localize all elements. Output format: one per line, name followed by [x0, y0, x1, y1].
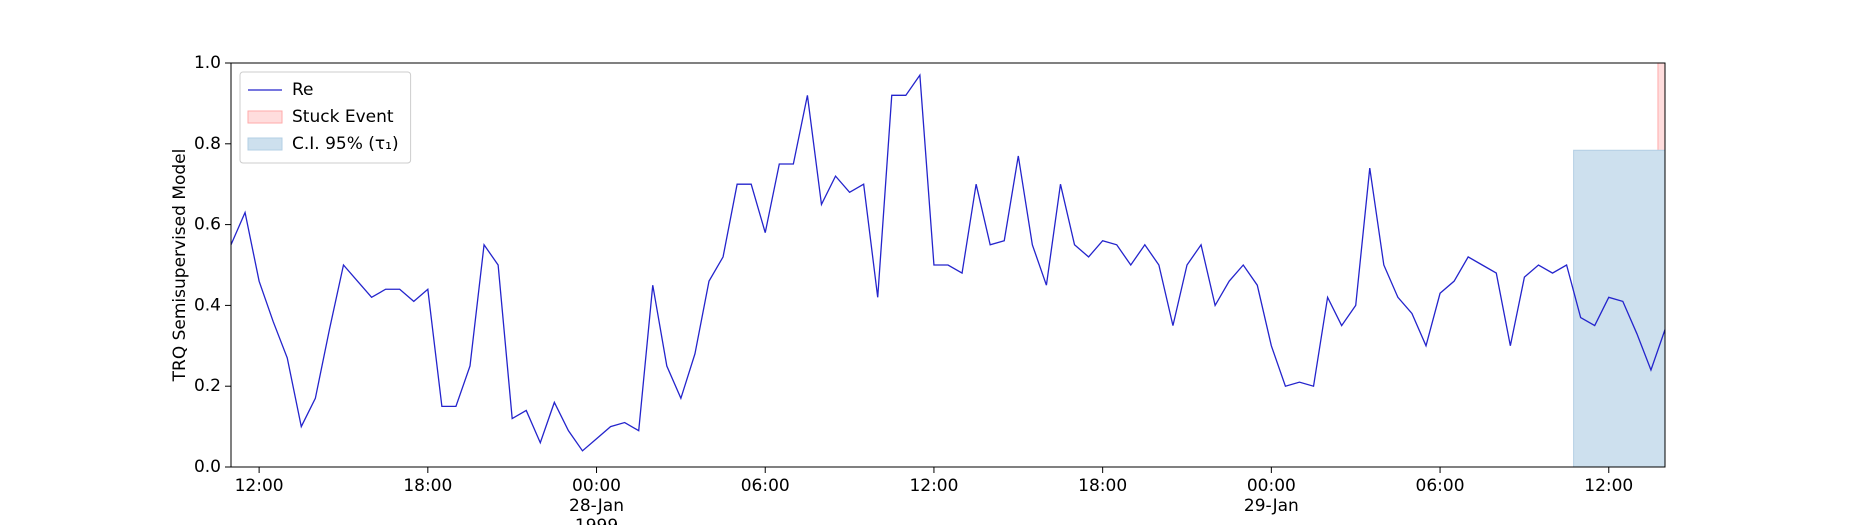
y-tick-label: 0.8	[194, 134, 221, 154]
legend-label: Stuck Event	[292, 107, 394, 127]
legend-patch	[247, 137, 283, 151]
legend-patch	[247, 110, 283, 124]
x-tick-label: 00:00 29-Jan	[1243, 476, 1299, 516]
y-tick-label: 0.2	[194, 376, 221, 396]
axes-frame	[230, 62, 1666, 468]
legend-box	[239, 71, 412, 164]
x-tick-label: 18:00	[403, 476, 453, 496]
legend: Re Stuck Event C.I. 95% (τ₁)	[239, 71, 412, 164]
x-tick-label: 12:00	[909, 476, 959, 496]
line	[230, 73, 1666, 452]
span	[1573, 149, 1666, 468]
x-tick-label: 06:00	[740, 476, 790, 496]
legend-label: C.I. 95% (τ₁)	[292, 134, 399, 154]
y-axis-label: TRQ Semisupervised Model	[170, 149, 190, 383]
y-tick-label: 1.0	[194, 53, 221, 73]
x-tick-label: 12:00	[1584, 476, 1634, 496]
x-tick-label: 06:00	[1415, 476, 1465, 496]
legend-label: Re	[292, 80, 314, 100]
x-tick-label: 12:00	[234, 476, 284, 496]
x-tick-label: 18:00	[1078, 476, 1128, 496]
x-tick-label: 00:00 28-Jan 1999	[569, 476, 624, 525]
y-tick-label: 0.4	[194, 295, 221, 315]
y-tick-label: 0.0	[194, 457, 221, 477]
y-tick-label: 0.6	[194, 215, 221, 235]
